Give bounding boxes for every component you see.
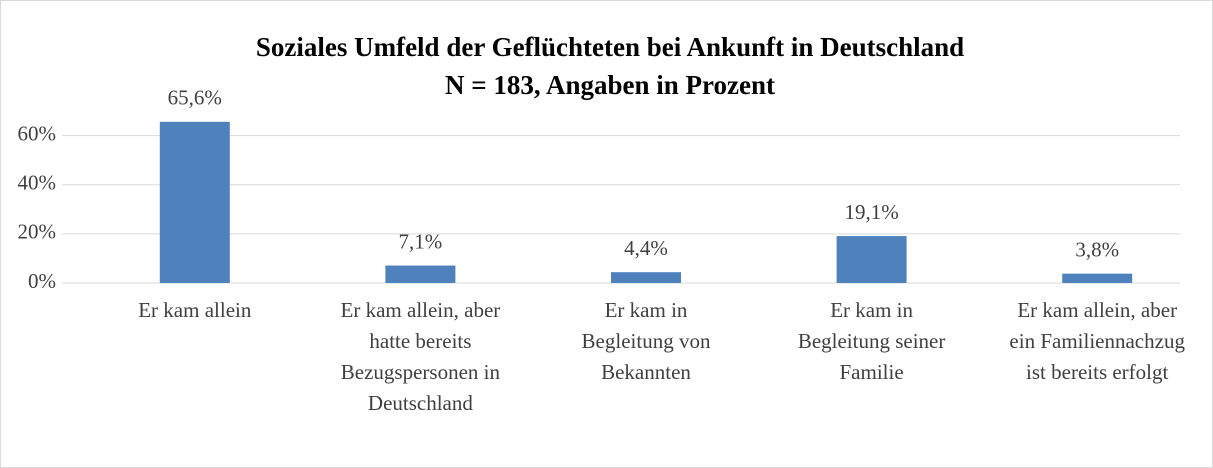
y-tick-label: 60%	[18, 121, 57, 145]
data-label: 65,6%	[168, 86, 222, 110]
data-label: 7,1%	[399, 229, 443, 253]
y-tick-label: 40%	[18, 171, 57, 195]
bar	[836, 236, 907, 283]
x-tick-label: Er kam allein, aber hatte bereits Bezugspe…	[341, 298, 501, 415]
bar	[611, 272, 681, 283]
data-label: 3,8%	[1075, 237, 1119, 261]
chart-title: N = 183, Angaben in Prozent	[445, 70, 775, 100]
chart-title: Soziales Umfeld der Geflüchteten bei Ank…	[256, 32, 964, 62]
y-tick-label: 20%	[18, 220, 57, 244]
x-tick-label: Er kam allein, aber ein Familiennachzug is…	[1009, 298, 1185, 384]
x-tick-label: Er kam allein	[138, 298, 252, 322]
bar	[159, 121, 230, 283]
y-tick-label: 0%	[28, 269, 56, 293]
bar	[1062, 273, 1133, 283]
x-tick-label: Er kam in Begleitung seiner Familie	[798, 298, 946, 384]
data-label: 19,1%	[844, 200, 898, 224]
x-tick-label: Er kam in Begleitung von Bekannten	[582, 298, 711, 384]
data-label: 4,4%	[624, 236, 668, 260]
bar	[385, 265, 456, 283]
